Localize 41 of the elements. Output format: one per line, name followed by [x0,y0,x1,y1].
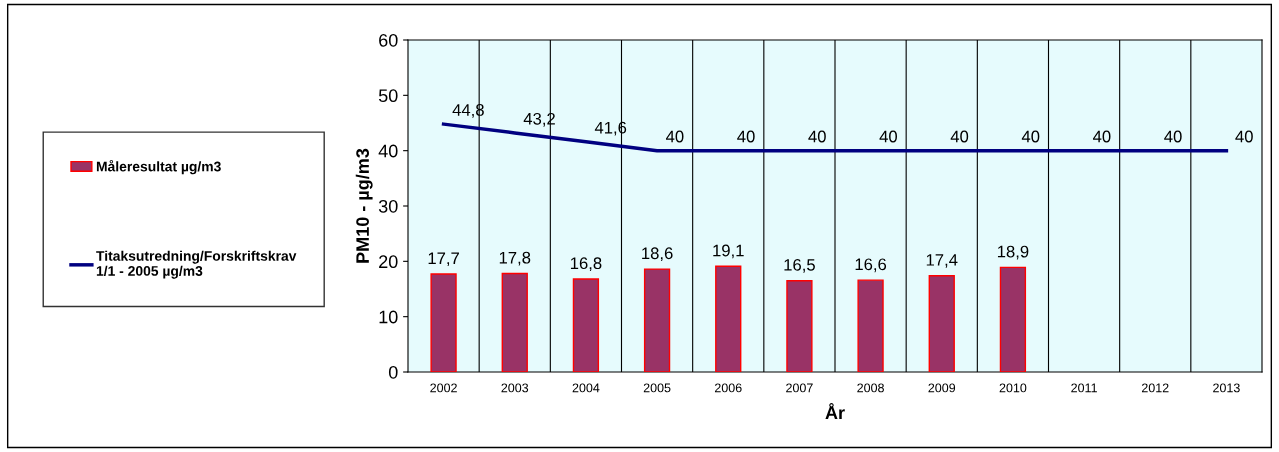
data-label: 16,5 [784,258,815,273]
data-label: 16,8 [570,257,602,272]
x-tick-label: 2012 [1141,383,1169,393]
y-tick-label: 30 [378,199,398,213]
data-label: 18,6 [642,247,673,262]
x-tick-label: 2003 [501,383,529,393]
data-label: 17,4 [926,254,958,268]
x-tick-label: 2005 [643,383,671,393]
y-tick-label: 0 [388,365,398,379]
x-tick-label: 2004 [572,383,600,393]
data-label: 17,8 [499,251,531,266]
y-tick-label: 50 [378,89,398,103]
data-label: 19,1 [713,244,744,259]
data-label: 40 [1093,130,1111,143]
x-tick-label: 2007 [786,383,813,393]
x-tick-label: 2013 [1213,383,1240,393]
x-tick-label: 2002 [430,383,457,393]
data-label: 18,9 [997,245,1029,260]
x-tick-label: 2010 [999,383,1027,393]
data-label: 40 [879,130,898,143]
data-label: 40 [808,130,826,143]
x-tick-label: 2006 [714,383,742,393]
legend-label: Titaksutredning/Forskriftskrav 1/1 - 2005 µg/m3 [96,250,297,279]
legend-label: Måleresultat µg/m3 [96,159,221,175]
x-tick-label: 2009 [928,383,956,393]
y-tick-label: 60 [379,33,398,47]
y-tick-label: 20 [379,255,398,269]
data-label: 40 [1164,130,1182,143]
data-label: 17,7 [428,252,459,267]
data-label: 16,6 [855,258,887,273]
data-label: 40 [1235,130,1253,143]
data-label: 40 [666,130,684,143]
x-axis-title: År [825,403,845,419]
data-label: 40 [737,130,755,143]
y-axis-title: PM10 - µg/m3 [355,148,373,263]
y-tick-label: 40 [378,144,398,158]
data-label: 40 [950,130,969,143]
x-tick-label: 2011 [1071,383,1097,393]
y-tick-label: 10 [379,310,398,324]
data-label: 40 [1021,130,1040,143]
x-tick-label: 2008 [857,383,884,393]
